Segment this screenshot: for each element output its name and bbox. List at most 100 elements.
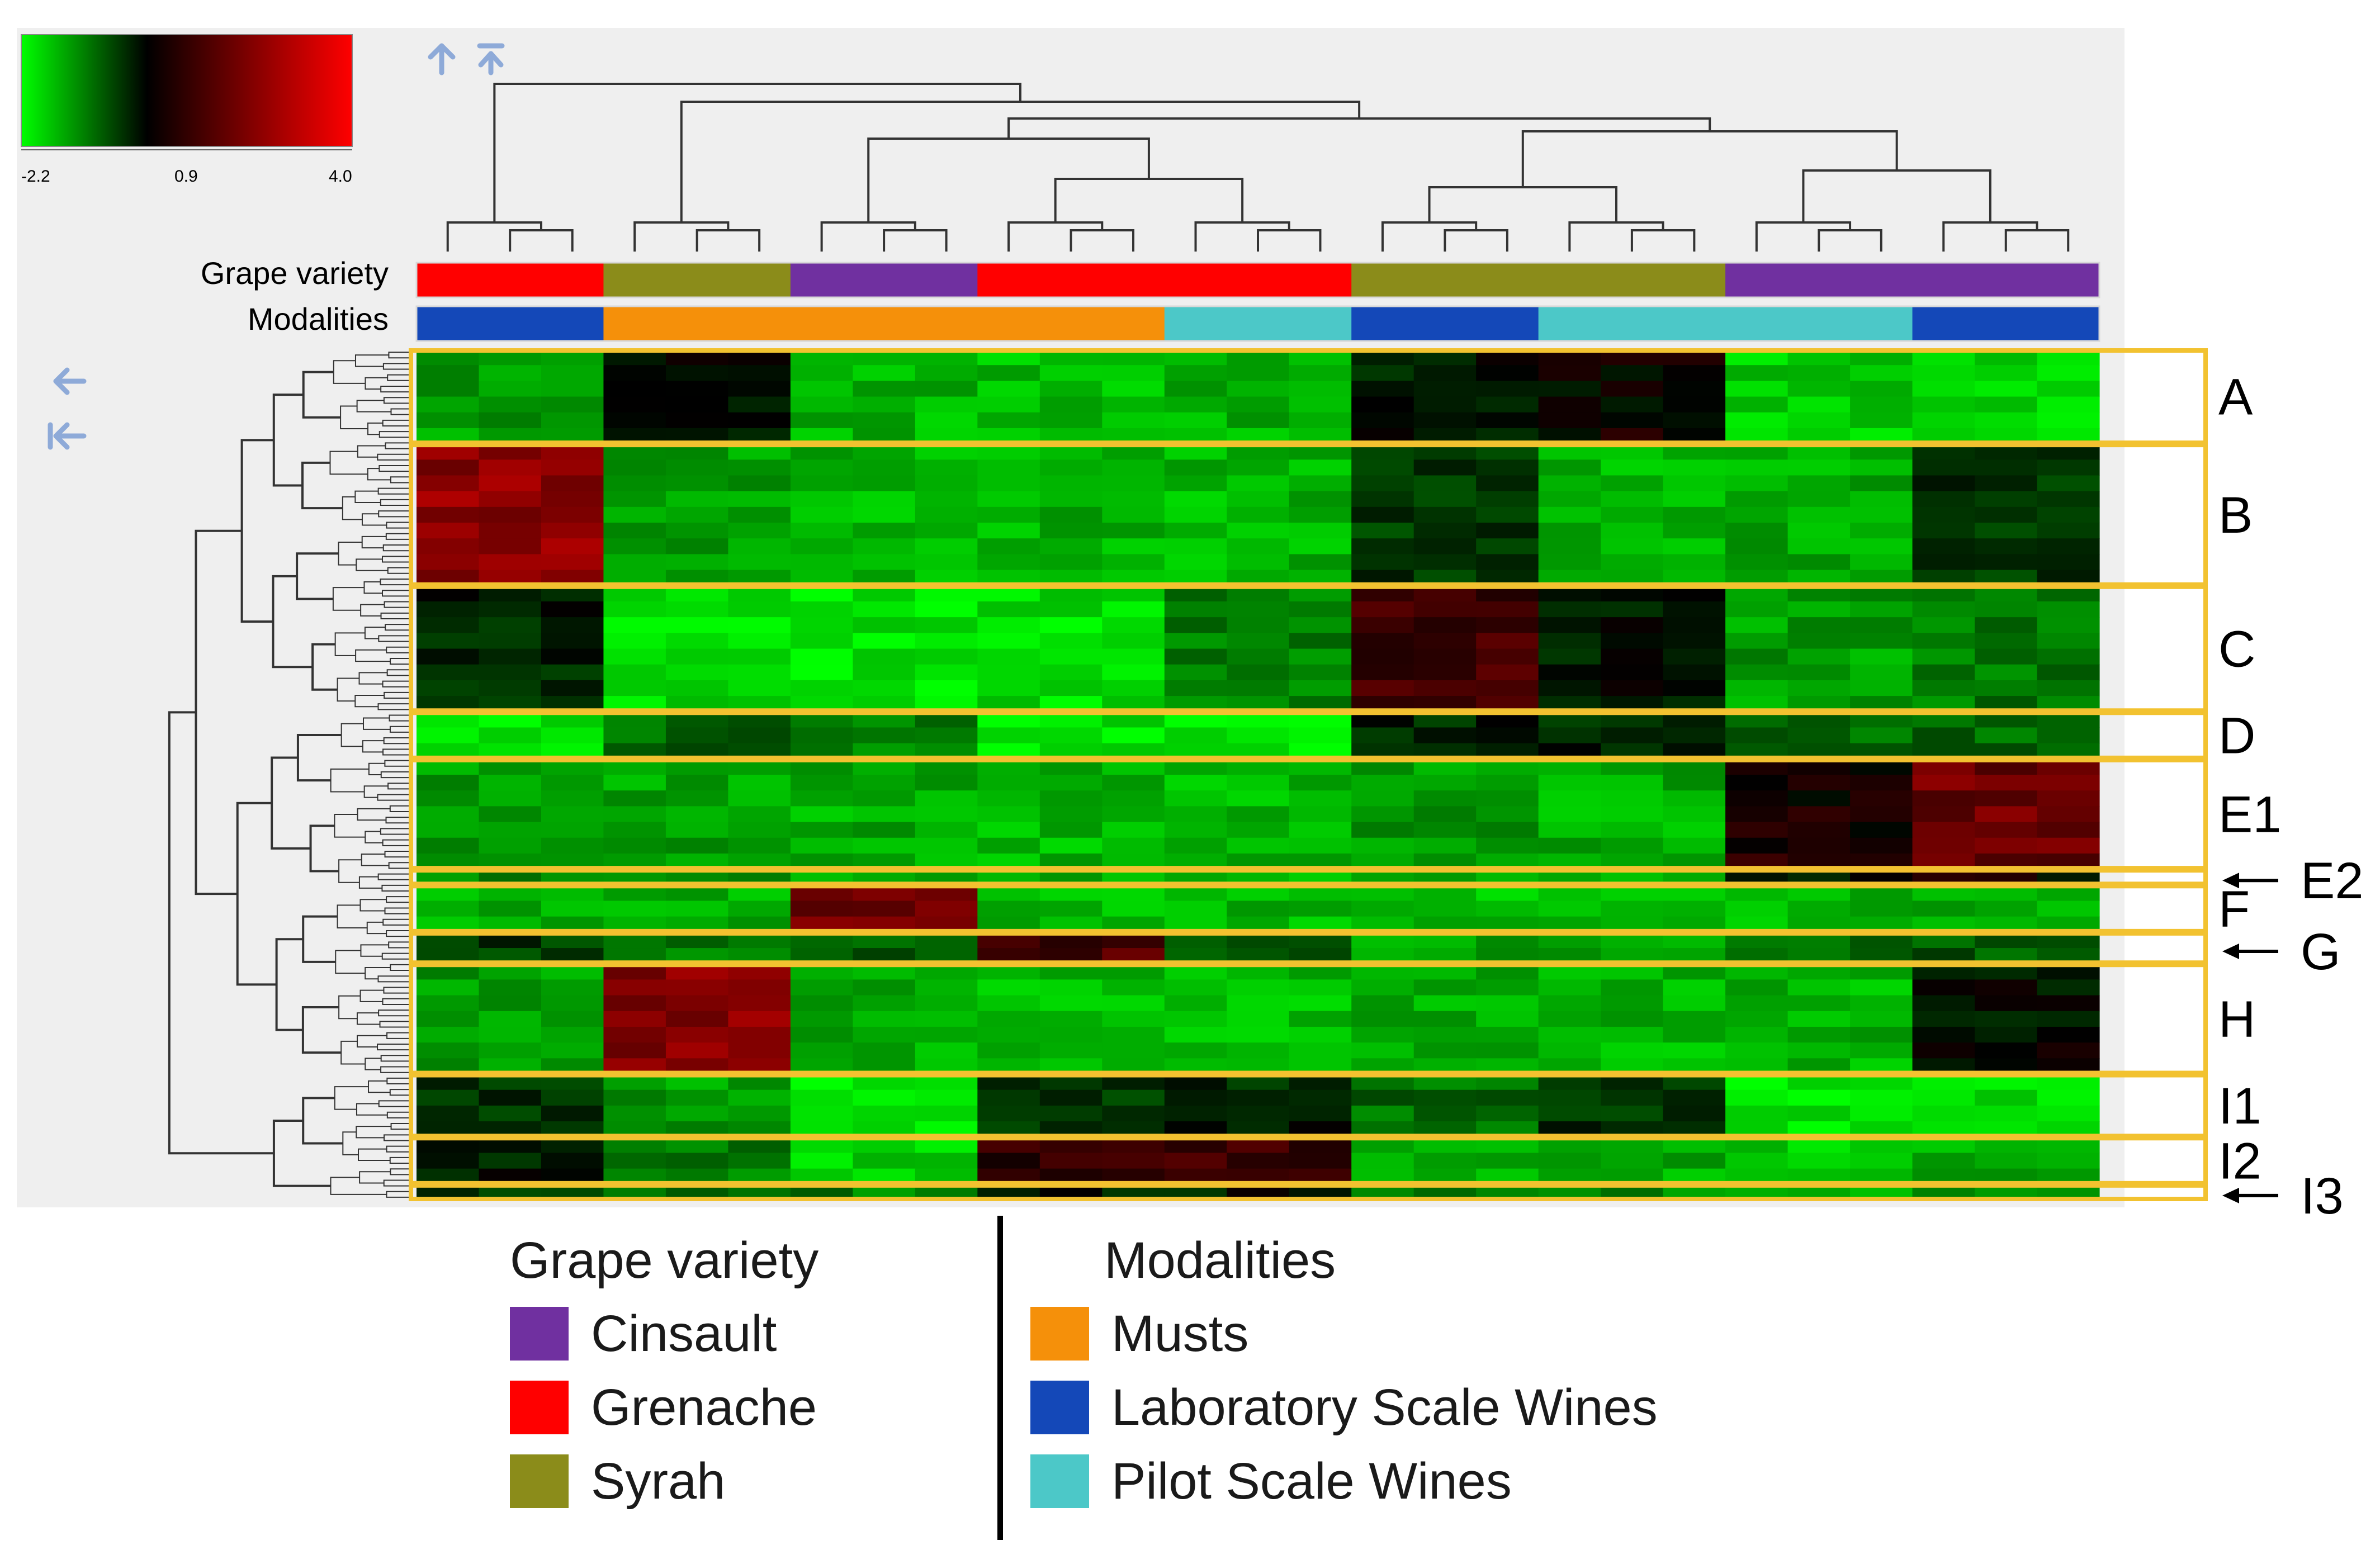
heatmap-cell [2037,995,2100,1012]
heatmap-cell [728,1105,791,1122]
heatmap-cell [1912,727,1975,744]
heatmap-cell [853,491,916,508]
heatmap-cell [1601,664,1664,681]
heatmap-cell [1227,1026,1290,1043]
dendrogram-nav-controls[interactable] [48,43,505,450]
heatmap-cell [541,995,604,1012]
heatmap-cell [1289,1011,1352,1027]
heatmap-cell [603,648,666,665]
heatmap-cell [479,1153,542,1169]
heatmap-cell [479,506,542,523]
heatmap-cell [1538,475,1601,492]
expand-left-arrow-icon[interactable] [53,367,87,395]
heatmap-cell [665,617,729,633]
collapse-top-arrow-icon[interactable] [477,43,505,75]
heatmap-cell [853,822,916,838]
heatmap-cell [541,396,604,413]
heatmap-cell [417,1042,480,1059]
row-dendrogram-link [195,529,242,895]
heatmap-cell [603,506,666,523]
heatmap-cell [790,365,853,381]
heatmap-cell [665,412,729,429]
heatmap-cell [479,1011,542,1027]
heatmap-cell [1039,1153,1103,1169]
heatmap-cell [1850,523,1913,539]
heatmap-cell [541,1153,604,1169]
heatmap-cell [1102,680,1165,696]
heatmap-cell [603,491,666,508]
heatmap-cell [1351,775,1414,791]
heatmap-cell [853,648,916,665]
heatmap-cell [790,381,853,397]
heatmap-cell [1787,775,1851,791]
heatmap-cell [1663,601,1726,618]
heatmap-cell [977,412,1040,429]
modality-annot-segment [603,306,1165,341]
heatmap-cell [790,822,853,838]
heatmap-cell [2037,459,2100,476]
heatmap-cell [790,412,853,429]
heatmap-cell [603,523,666,539]
heatmap-cell [1476,664,1539,681]
heatmap-cell [1227,1105,1290,1122]
heatmap-cell [977,727,1040,744]
heatmap-cell [1164,790,1227,807]
heatmap-cell [1227,1011,1290,1027]
heatmap-cell [1102,475,1165,492]
heatmap-cell [1850,979,1913,996]
heatmap-cell [1663,995,1726,1012]
heatmap-cell [790,1042,853,1059]
heatmap-cell [1912,806,1975,823]
heatmap-cell [1850,381,1913,397]
color-scale: -2.2 0.9 4.0 [21,34,353,186]
heatmap-cell [728,381,791,397]
row-dendrogram-link [380,828,411,835]
heatmap-cell [1850,664,1913,681]
heatmap-cell [1975,491,2038,508]
heatmap-cell [853,790,916,807]
collapse-left-arrow-icon[interactable] [48,422,87,450]
heatmap-cell [1289,554,1352,571]
heatmap-cell [1227,1042,1290,1059]
row-dendrogram-link [379,1021,411,1028]
heatmap-cell [2037,664,2100,681]
annotation-bar-border [415,262,2100,298]
heatmap-cell [1289,995,1352,1012]
heatmap-cell [1227,396,1290,413]
heatmap-cell [790,538,853,555]
heatmap-cell [1975,523,2038,539]
heatmap-cell [1725,664,1788,681]
heatmap-cell [1601,365,1664,381]
legend-item-cinsault: Cinsault [510,1297,818,1371]
heatmap-cell [417,491,480,508]
row-dendrogram-link [302,371,341,419]
heatmap-cell [1039,1011,1103,1027]
heatmap-cell [1975,475,2038,492]
heatmap-cell [915,365,978,381]
row-dendrogram-link [385,442,411,449]
heatmap-cell [479,554,542,571]
heatmap-cell [1413,396,1477,413]
heatmap-cell [417,506,480,523]
heatmap-cell [541,664,604,681]
heatmap-cell [1975,601,2038,618]
legend-divider [997,1216,1003,1540]
heatmap-cell [1538,727,1601,744]
heatmap-cell [1725,806,1788,823]
heatmap-cell [603,396,666,413]
heatmap-cell [417,381,480,397]
heatmap-cell [1102,1026,1165,1043]
heatmap-cell [1725,491,1788,508]
expand-up-arrow-icon[interactable] [428,43,456,75]
heatmap-cell [1413,775,1477,791]
heatmap-cell [790,1011,853,1027]
heatmap-cell [541,538,604,555]
heatmap-cell [728,506,791,523]
cluster-label-i1: I1 [2218,1078,2261,1135]
heatmap-cell [603,1089,666,1106]
heatmap-cell [1538,790,1601,807]
row-dendrogram-link [296,552,339,600]
heatmap-cell [665,837,729,854]
row-dendrogram-link [382,748,411,756]
heatmap-cell [665,459,729,476]
